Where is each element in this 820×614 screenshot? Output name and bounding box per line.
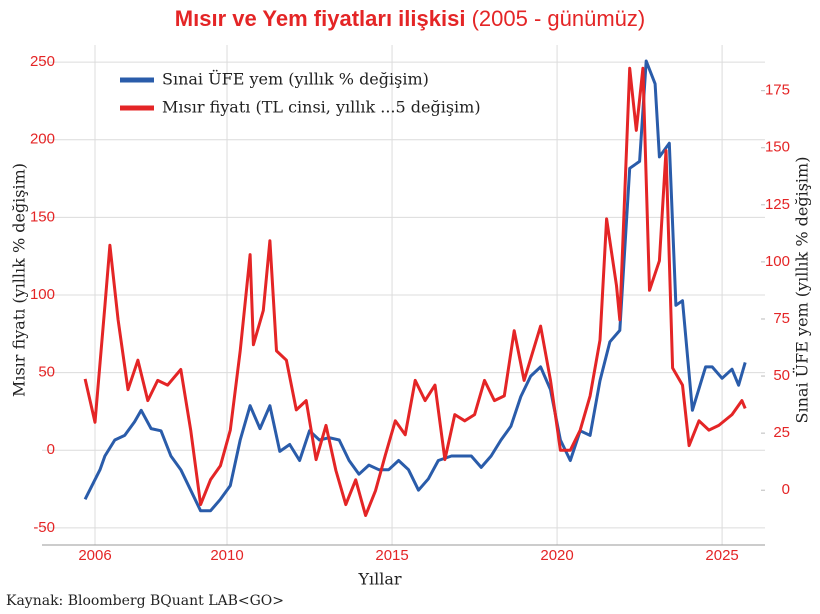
y-tick-label: 250 xyxy=(30,53,55,70)
y2-axis-label: Sınai ÜFE yem (yıllık % değişim) xyxy=(792,157,812,424)
y2-tick-label: 150 xyxy=(765,139,790,156)
x-tick-label: 2020 xyxy=(540,547,573,564)
y2-tick-label: 50 xyxy=(773,367,790,384)
y-tick-label: 0 xyxy=(47,441,55,458)
y2-tick-label: 25 xyxy=(773,424,790,441)
x-tick-label: 2006 xyxy=(78,547,111,564)
source: Kaynak: Bloomberg BQuant LAB<GO> xyxy=(6,593,284,609)
y-tick-label: 150 xyxy=(30,208,55,225)
y-tick-label: 200 xyxy=(30,131,55,148)
series-line xyxy=(83,59,747,513)
y-tick-label: 100 xyxy=(30,286,55,303)
y2-tick-label: 100 xyxy=(765,253,790,270)
x-axis-label: Yıllar xyxy=(357,570,401,589)
y2-tick-label: 175 xyxy=(765,82,790,99)
y2-tick-label: 125 xyxy=(765,196,790,213)
x-tick-label: 2025 xyxy=(705,547,738,564)
chart-title-group: Mısır ve Yem fiyatları ilişkisi (2005 - … xyxy=(175,6,645,31)
x-tick-label: 2010 xyxy=(210,547,243,564)
y-axis-label: Mısır fiyatı (yıllık % değişim) xyxy=(10,163,29,397)
x-tick-label: 2015 xyxy=(375,547,408,564)
y-tick-label: 50 xyxy=(38,364,55,381)
y2-tick-label: 0 xyxy=(782,481,790,498)
y-tick-label: -50 xyxy=(33,519,55,536)
y2-tick-label: 75 xyxy=(773,310,790,327)
chart-title: Mısır ve Yem fiyatları ilişkisi xyxy=(175,6,466,31)
series-line xyxy=(83,66,747,517)
grid-layer xyxy=(42,45,765,545)
legend-label: Mısır fiyatı (TL cinsi, yıllık ...5 deği… xyxy=(162,98,481,117)
chart-subtitle: (2005 - günümüz) xyxy=(472,6,646,31)
legend-label: Sınai ÜFE yem (yıllık % değişim) xyxy=(162,69,429,89)
